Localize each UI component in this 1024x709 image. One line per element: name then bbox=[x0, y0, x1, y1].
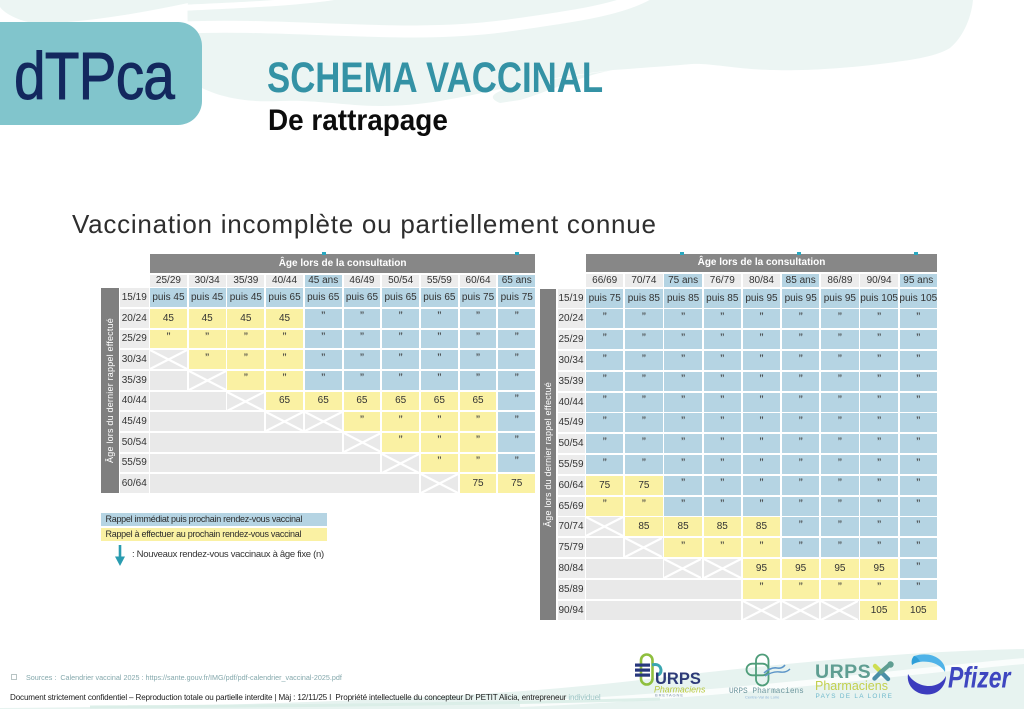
svg-text:Pharmaciens: Pharmaciens bbox=[654, 685, 705, 695]
svg-text:URPS: URPS bbox=[815, 661, 871, 683]
svg-text:Pfizer: Pfizer bbox=[948, 661, 1012, 695]
svg-text:PAYS DE LA LOIRE: PAYS DE LA LOIRE bbox=[816, 693, 894, 699]
svg-text:Pharmaciens: Pharmaciens bbox=[815, 679, 888, 693]
svg-text:BRETAGNE: BRETAGNE bbox=[655, 693, 684, 698]
svg-text:URPS Pharmaciens: URPS Pharmaciens bbox=[729, 688, 804, 696]
svg-text:URPS: URPS bbox=[655, 670, 701, 688]
svg-text:Centre-Val de Loire: Centre-Val de Loire bbox=[745, 695, 780, 700]
